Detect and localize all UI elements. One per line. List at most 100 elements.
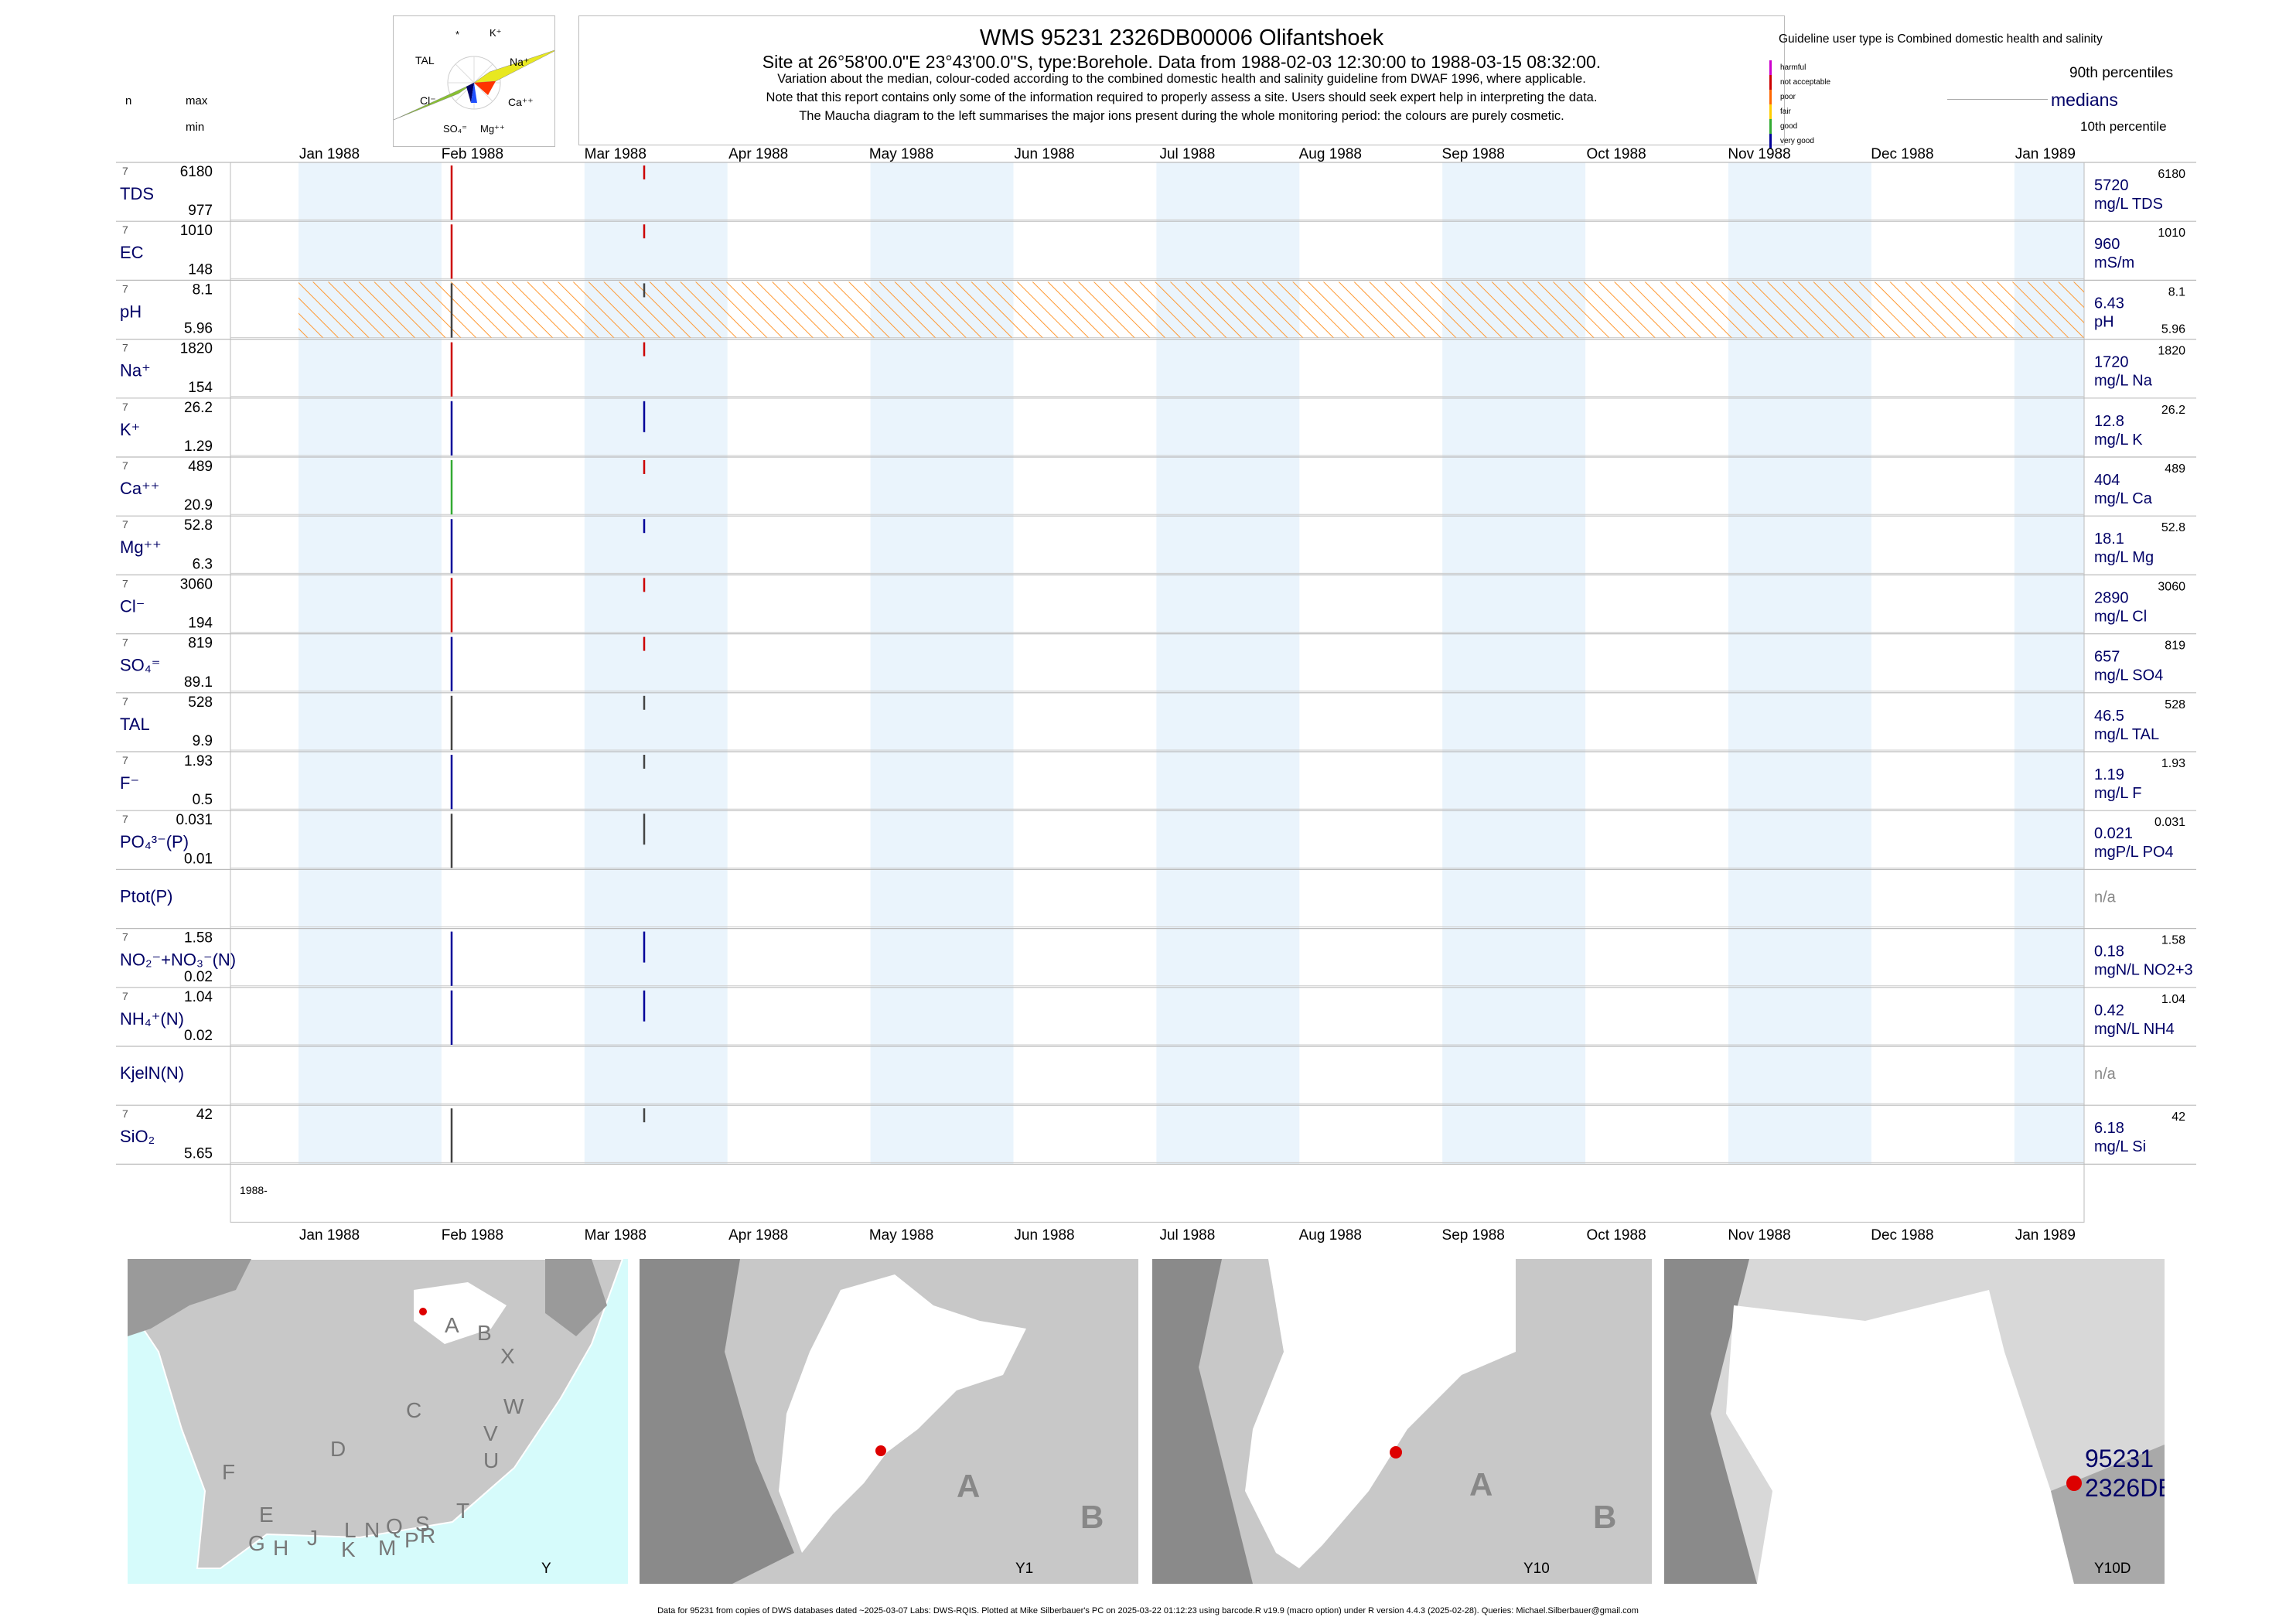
region-label-h: H	[273, 1536, 289, 1560]
row-max: 489	[188, 459, 213, 475]
month-label-bottom: Mar 1988	[585, 1227, 646, 1244]
region-label-n: N	[364, 1518, 380, 1542]
month-label-top: Aug 1988	[1299, 146, 1362, 162]
row-parameter-name: Ptot(P)	[120, 886, 172, 906]
row-p10: 5.96	[2161, 323, 2185, 336]
month-label-top: Jun 1988	[1014, 146, 1074, 162]
row-parameter-name: F⁻	[120, 773, 139, 793]
row-n: 7	[122, 577, 128, 589]
row-min: 0.01	[184, 851, 213, 867]
legend-swatch	[1769, 90, 1772, 104]
region-label-a: A	[445, 1313, 459, 1337]
row-unit: mg/L K	[2094, 432, 2143, 449]
row-median: 6.43	[2094, 295, 2124, 312]
row-max: 1.58	[184, 930, 213, 947]
row-min: 6.3	[193, 556, 213, 572]
row-median: 5720	[2094, 177, 2129, 194]
row-unit: mgN/L NH4	[2094, 1021, 2175, 1038]
row-min: 154	[188, 380, 213, 396]
row-min: 89.1	[184, 674, 213, 691]
maucha-label-tal: TAL	[415, 54, 435, 67]
year-label: 1988-	[240, 1184, 268, 1196]
region-label-f: F	[222, 1460, 236, 1484]
legend-level-label: very good	[1780, 137, 1814, 145]
row-min: 1.29	[184, 438, 213, 455]
legend-swatch	[1769, 75, 1772, 90]
row-median: n/a	[2094, 1066, 2117, 1083]
row-p90: 1010	[2158, 227, 2185, 240]
region-label-w: W	[503, 1394, 524, 1418]
row-median: 404	[2094, 472, 2120, 489]
row-unit: mg/L Na	[2094, 373, 2153, 390]
map-label-y10: Y10	[1523, 1561, 1550, 1577]
row-parameter-name: K⁺	[120, 420, 140, 439]
legend-medians: medians	[2051, 90, 2118, 110]
legend-swatch	[1769, 119, 1772, 134]
row-median: 657	[2094, 649, 2120, 666]
row-p90: 528	[2165, 698, 2185, 711]
map-label-y10d: Y10D	[2094, 1561, 2131, 1577]
region-label-t: T	[456, 1499, 470, 1523]
row-n: 7	[122, 695, 128, 708]
row-unit: mgP/L PO4	[2094, 844, 2174, 861]
region-label-l: L	[344, 1518, 357, 1542]
region-label-e: E	[259, 1503, 274, 1527]
row-min: 5.96	[184, 321, 213, 337]
row-n: 7	[122, 636, 128, 649]
region-label-d: D	[330, 1437, 346, 1461]
row-parameter-name: SiO₂	[120, 1127, 155, 1146]
maucha-label-star: *	[455, 29, 459, 40]
row-unit: mg/L F	[2094, 785, 2142, 802]
maucha-label-ca: Ca⁺⁺	[508, 96, 534, 108]
map-y10-letter-a: A	[1469, 1466, 1493, 1503]
map-y1: A B Y1	[640, 1259, 1138, 1584]
row-min: 20.9	[184, 497, 213, 513]
month-label-bottom: Oct 1988	[1587, 1227, 1646, 1244]
map-y1-letter-b: B	[1080, 1499, 1104, 1535]
month-label-bottom: Jul 1988	[1159, 1227, 1215, 1244]
month-label-top: Jul 1988	[1159, 146, 1215, 162]
row-min: 0.5	[193, 792, 213, 808]
row-n: 7	[122, 1107, 128, 1120]
month-label-bottom: Jan 1989	[2015, 1227, 2076, 1244]
row-max: 819	[188, 636, 213, 652]
region-label-u: U	[483, 1448, 500, 1472]
month-label-bottom: Dec 1988	[1871, 1227, 1933, 1244]
row-min: 5.65	[184, 1145, 213, 1162]
map-label-y1: Y1	[1015, 1561, 1034, 1577]
row-unit: mgN/L NO2+3	[2094, 962, 2193, 979]
row-p90: 52.8	[2161, 521, 2185, 534]
row-median: 6.18	[2094, 1120, 2124, 1137]
page-subtitle: Site at 26°58'00.0"E 23°43'00.0"S, type:…	[762, 52, 1602, 72]
row-parameter-name: Na⁺	[120, 361, 151, 380]
legend-swatch	[1769, 134, 1772, 148]
row-max: 1.04	[184, 989, 213, 1005]
legend-swatch	[1769, 60, 1772, 75]
row-median: n/a	[2094, 889, 2117, 906]
page-title: WMS 95231 2326DB00006 Olifantshoek	[979, 26, 1384, 50]
region-label-s: S	[415, 1512, 430, 1536]
row-max: 26.2	[184, 400, 213, 416]
region-label-v: V	[483, 1421, 498, 1445]
legend-level-label: not acceptable	[1780, 78, 1831, 87]
month-label-top: Oct 1988	[1587, 146, 1646, 162]
month-label-bottom: Feb 1988	[442, 1227, 503, 1244]
maucha-label-so4: SO₄⁼	[443, 123, 467, 135]
header-max: max	[186, 94, 208, 107]
row-min: 0.02	[184, 969, 213, 985]
row-median: 0.18	[2094, 943, 2124, 960]
month-label-top: Dec 1988	[1871, 146, 1933, 162]
row-parameter-name: TAL	[120, 715, 150, 734]
site-marker-y10	[1390, 1446, 1402, 1459]
row-min: 977	[188, 203, 213, 219]
legend-p10: 10th percentile	[2080, 119, 2167, 134]
legend-level-label: fair	[1780, 107, 1791, 116]
header-box: WMS 95231 2326DB00006 Olifantshoek Site …	[578, 15, 1785, 145]
map-y1-letter-a: A	[957, 1468, 981, 1504]
month-label-bottom: May 1988	[869, 1227, 933, 1244]
maucha-label-k: K⁺	[490, 27, 502, 39]
row-max: 1010	[180, 223, 213, 239]
row-unit: mg/L Si	[2094, 1138, 2146, 1155]
row-median: 1720	[2094, 354, 2129, 371]
legend-p90: 90th percentiles	[2069, 65, 2174, 81]
